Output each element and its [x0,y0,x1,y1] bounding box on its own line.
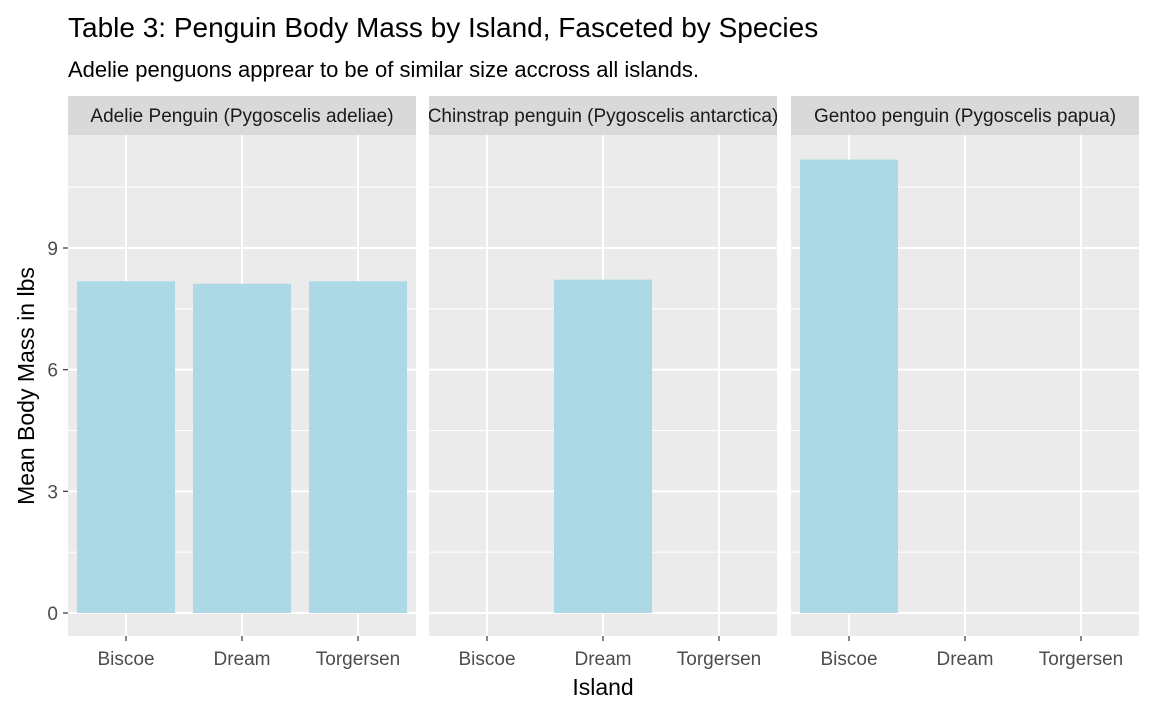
x-tick-label: Torgersen [316,649,401,670]
x-tick-label: Biscoe [458,649,515,670]
y-tick-label: 6 [47,361,58,382]
y-axis: 0 3 6 9 [47,239,68,625]
x-tick-label: Biscoe [820,649,877,670]
facet-panels: Adelie Penguin (Pygoscelis adeliae) Bisco… [68,96,1139,670]
bar [193,283,291,613]
x-tick-label: Dream [936,649,993,670]
bar [800,159,898,614]
bar [77,281,175,613]
y-tick-label: 3 [47,482,58,503]
x-tick-label: Dream [213,649,270,670]
x-tick-label: Torgersen [677,649,762,670]
facet-panel: Adelie Penguin (Pygoscelis adeliae) Bisco… [68,96,416,670]
x-tick-label: Dream [574,649,631,670]
bar [309,281,407,613]
facet-strip [429,96,777,135]
facet-panel: Chinstrap penguin (Pygoscelis antarctica… [428,96,779,670]
bar [554,279,652,613]
x-tick-label: Torgersen [1039,649,1124,670]
facet-strip [68,96,416,135]
facet-panel: Gentoo penguin (Pygoscelis papua) Biscoe D… [791,96,1139,670]
facet-strip [791,96,1139,135]
facet-strip-label: Gentoo penguin (Pygoscelis papua) [814,106,1116,127]
x-axis-title: Island [572,674,633,700]
chart-subtitle: Adelie penguons apprear to be of similar… [68,57,699,82]
y-tick-label: 9 [47,239,58,260]
facet-strip-label: Adelie Penguin (Pygoscelis adeliae) [90,106,393,127]
chart-title: Table 3: Penguin Body Mass by Island, Fa… [68,12,818,43]
y-axis-title: Mean Body Mass in lbs [13,267,39,505]
facet-strip-label: Chinstrap penguin (Pygoscelis antarctica… [428,106,779,127]
y-tick-label: 0 [47,604,58,625]
x-tick-label: Biscoe [97,649,154,670]
